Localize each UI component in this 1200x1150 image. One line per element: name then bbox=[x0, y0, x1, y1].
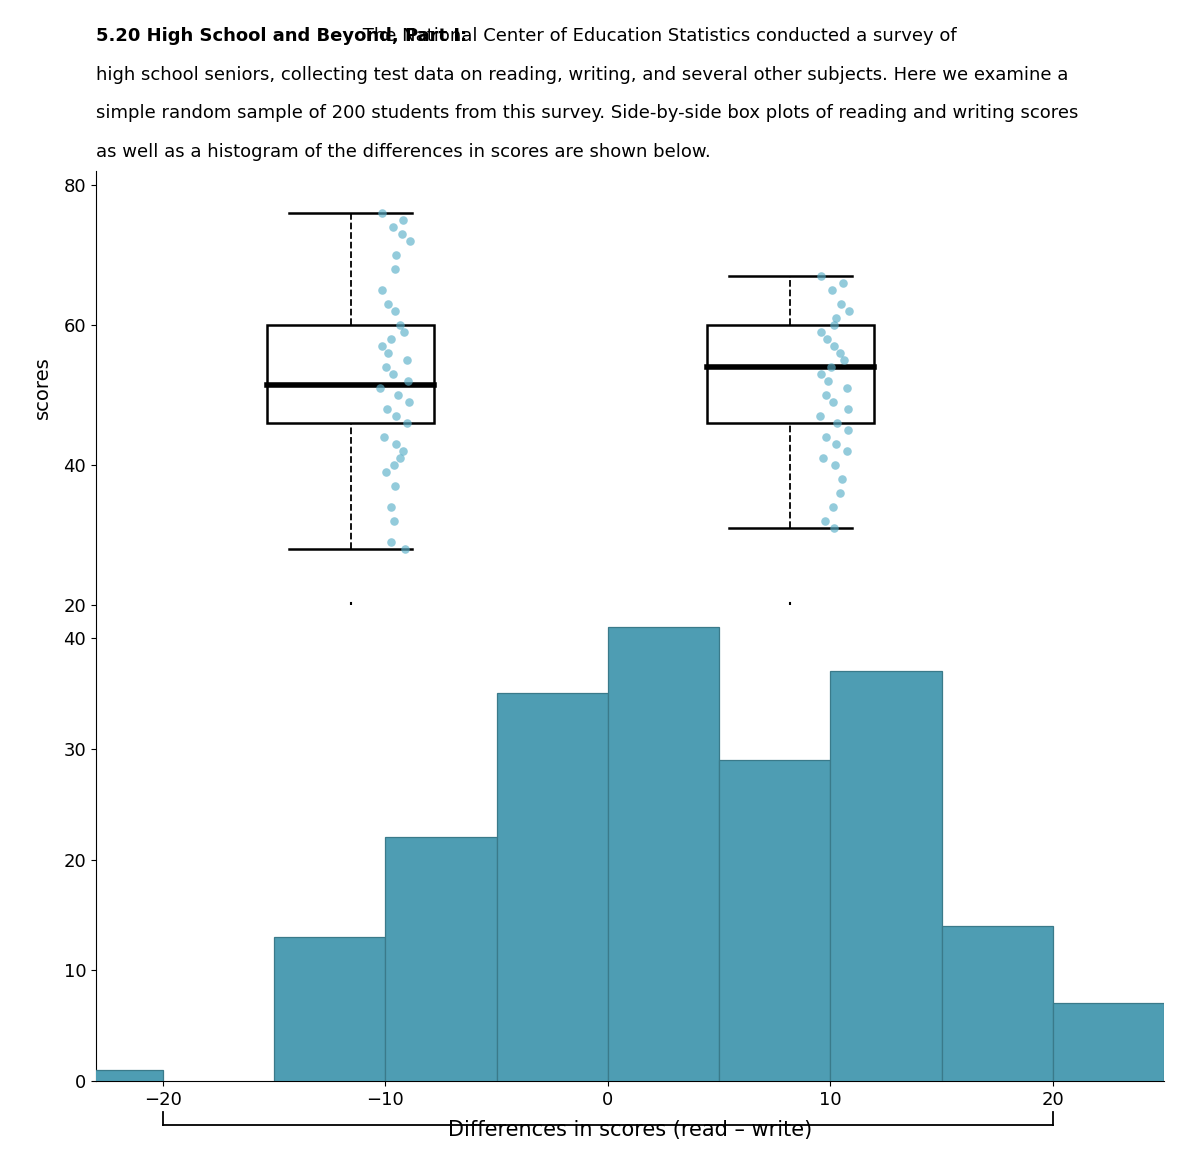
Point bbox=[816, 428, 835, 446]
Point bbox=[398, 371, 418, 390]
Text: read: read bbox=[324, 631, 378, 655]
Point bbox=[382, 532, 401, 551]
Point bbox=[817, 330, 836, 348]
Point bbox=[830, 344, 850, 362]
Bar bbox=[1164, 1070, 1200, 1081]
Point bbox=[374, 428, 394, 446]
Point bbox=[394, 210, 413, 229]
Bar bbox=[1052, 1004, 1164, 1081]
Point bbox=[830, 484, 850, 503]
Text: 5.20 High School and Beyond, Part I:: 5.20 High School and Beyond, Part I: bbox=[96, 28, 467, 46]
Point bbox=[377, 358, 396, 376]
Point bbox=[818, 371, 838, 390]
Point bbox=[390, 448, 409, 467]
Point bbox=[371, 378, 390, 397]
Point bbox=[392, 225, 412, 244]
Point bbox=[816, 512, 835, 530]
Text: The National Center of Education Statistics conducted a survey of: The National Center of Education Statist… bbox=[358, 28, 958, 46]
Bar bbox=[497, 693, 607, 1081]
Point bbox=[814, 448, 833, 467]
Point bbox=[824, 316, 844, 335]
Point bbox=[811, 365, 830, 383]
Point bbox=[400, 393, 419, 412]
Bar bbox=[719, 760, 830, 1081]
Point bbox=[824, 519, 844, 537]
Point bbox=[833, 469, 852, 488]
X-axis label: Differences in scores (read – write): Differences in scores (read – write) bbox=[448, 1120, 812, 1140]
Point bbox=[838, 442, 857, 460]
Point bbox=[396, 539, 415, 558]
Text: high school seniors, collecting test data on reading, writing, and several other: high school seniors, collecting test dat… bbox=[96, 66, 1068, 84]
Point bbox=[384, 365, 403, 383]
Bar bbox=[268, 325, 434, 423]
Text: write: write bbox=[761, 631, 821, 655]
Point bbox=[372, 281, 391, 299]
Point bbox=[824, 337, 844, 355]
Bar bbox=[385, 837, 497, 1081]
Point bbox=[385, 260, 404, 278]
Point bbox=[372, 337, 391, 355]
Point bbox=[384, 455, 403, 474]
Point bbox=[826, 455, 845, 474]
Point bbox=[821, 358, 840, 376]
Point bbox=[385, 477, 404, 496]
Point bbox=[810, 407, 829, 426]
Bar bbox=[274, 937, 385, 1081]
Point bbox=[391, 316, 410, 335]
Point bbox=[384, 512, 403, 530]
Point bbox=[382, 498, 401, 516]
Point bbox=[386, 246, 406, 264]
Bar bbox=[607, 627, 719, 1081]
Point bbox=[386, 407, 406, 426]
Point bbox=[400, 232, 419, 251]
Point bbox=[398, 351, 418, 369]
Y-axis label: scores: scores bbox=[34, 356, 53, 420]
Point bbox=[385, 301, 404, 320]
Point bbox=[823, 281, 842, 299]
Point bbox=[838, 400, 857, 419]
Point bbox=[832, 294, 851, 313]
Text: as well as a histogram of the differences in scores are shown below.: as well as a histogram of the difference… bbox=[96, 143, 710, 161]
Point bbox=[811, 267, 830, 285]
Point bbox=[389, 385, 408, 404]
Point bbox=[826, 309, 845, 328]
Point bbox=[392, 442, 412, 460]
Bar bbox=[707, 325, 874, 423]
Point bbox=[823, 393, 842, 412]
Point bbox=[839, 421, 858, 439]
Point bbox=[838, 378, 857, 397]
Point bbox=[816, 385, 835, 404]
Point bbox=[372, 204, 391, 222]
Point bbox=[840, 301, 859, 320]
Point bbox=[395, 323, 414, 342]
Bar bbox=[942, 926, 1052, 1081]
Point bbox=[828, 414, 847, 432]
Point bbox=[823, 498, 842, 516]
Point bbox=[383, 217, 402, 236]
Point bbox=[382, 330, 401, 348]
Point bbox=[377, 400, 396, 419]
Point bbox=[378, 294, 397, 313]
Point bbox=[834, 351, 853, 369]
Bar bbox=[52, 1070, 163, 1081]
Point bbox=[376, 462, 395, 481]
Point bbox=[379, 344, 398, 362]
Point bbox=[811, 323, 830, 342]
Point bbox=[386, 435, 406, 453]
Bar bbox=[830, 672, 942, 1081]
Point bbox=[833, 274, 852, 292]
Point bbox=[398, 414, 418, 432]
Text: simple random sample of 200 students from this survey. Side-by-side box plots of: simple random sample of 200 students fro… bbox=[96, 105, 1079, 122]
Point bbox=[827, 435, 846, 453]
